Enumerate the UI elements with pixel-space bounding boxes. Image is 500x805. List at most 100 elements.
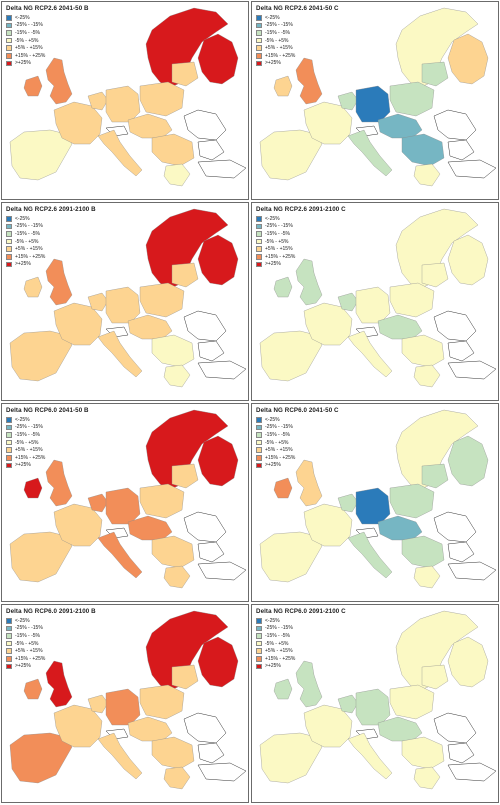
legend-label: -25% - -15% bbox=[265, 223, 293, 230]
legend-swatch bbox=[256, 648, 262, 654]
region-balkans bbox=[401, 334, 445, 368]
legend-label: +5% - +15% bbox=[15, 648, 43, 655]
non-data-country bbox=[197, 139, 225, 161]
legend-item: +15% - +25% bbox=[6, 454, 45, 462]
legend-label: -5% - +5% bbox=[15, 37, 39, 44]
legend-swatch bbox=[6, 447, 12, 453]
legend-swatch bbox=[256, 231, 262, 237]
legend-item: -5% - +5% bbox=[256, 238, 295, 246]
region-balkans bbox=[401, 133, 445, 167]
legend-item: +5% - +15% bbox=[256, 245, 295, 253]
legend-label: -25% - -15% bbox=[15, 625, 43, 632]
region-finland bbox=[447, 33, 489, 85]
legend: <-25% -25% - -15% -15% - -5% -5% - +5% +5% -… bbox=[256, 416, 295, 469]
legend-swatch bbox=[6, 223, 12, 230]
region-ireland bbox=[273, 678, 293, 700]
region-baltics bbox=[421, 463, 449, 489]
legend-label: <-25% bbox=[15, 617, 30, 624]
region-balkans bbox=[401, 535, 445, 569]
legend-label: -5% - +5% bbox=[265, 238, 289, 245]
region-france bbox=[53, 302, 103, 346]
europe-map bbox=[9, 208, 247, 388]
legend-label: +15% - +25% bbox=[15, 253, 46, 260]
legend-swatch bbox=[6, 432, 12, 438]
region-iberia bbox=[9, 732, 73, 784]
legend-item: -25% - -15% bbox=[6, 223, 45, 231]
region-baltics bbox=[421, 262, 449, 288]
region-baltics bbox=[171, 664, 199, 690]
non-data-country bbox=[447, 340, 475, 362]
legend-label: +15% - +25% bbox=[265, 52, 296, 59]
non-data-country bbox=[197, 742, 225, 764]
panel-title: Delta NG RCP6.0 2041-50 B bbox=[6, 407, 89, 414]
legend-item: >+25% bbox=[6, 60, 45, 68]
legend-label: <-25% bbox=[15, 14, 30, 21]
non-data-country bbox=[447, 360, 497, 380]
region-italy bbox=[97, 732, 143, 780]
legend-swatch bbox=[6, 417, 12, 423]
non-data-country bbox=[183, 109, 227, 141]
region-baltics bbox=[171, 262, 199, 288]
legend-item: >+25% bbox=[256, 663, 295, 671]
region-greece bbox=[413, 565, 441, 589]
region-greece bbox=[413, 163, 441, 187]
region-italy bbox=[97, 531, 143, 579]
region-germany bbox=[105, 487, 141, 525]
legend-label: +5% - +15% bbox=[15, 45, 43, 52]
legend-label: <-25% bbox=[265, 14, 280, 21]
map-panel: Delta NG RCP6.0 2091-2100 C <-25% -25% - … bbox=[251, 604, 499, 803]
legend-label: +15% - +25% bbox=[265, 253, 296, 260]
region-poland bbox=[389, 483, 435, 519]
legend-item: <-25% bbox=[256, 617, 295, 625]
non-data-country bbox=[183, 511, 227, 543]
legend-item: +5% - +15% bbox=[6, 44, 45, 52]
legend-label: -25% - -15% bbox=[15, 223, 43, 230]
region-germany bbox=[105, 85, 141, 123]
panel-title: Delta NG RCP2.6 2041-50 B bbox=[6, 5, 89, 12]
legend-item: +15% - +25% bbox=[256, 454, 295, 462]
legend-swatch bbox=[256, 618, 262, 624]
legend-swatch bbox=[256, 261, 262, 268]
legend-swatch bbox=[6, 45, 12, 51]
legend-label: <-25% bbox=[265, 617, 280, 624]
legend-swatch bbox=[256, 246, 262, 252]
region-finland bbox=[197, 234, 239, 286]
region-poland bbox=[389, 81, 435, 117]
legend-swatch bbox=[6, 238, 12, 245]
legend-label: >+25% bbox=[265, 663, 281, 670]
non-data-country bbox=[197, 541, 225, 563]
non-data-country bbox=[197, 762, 247, 782]
region-benelux bbox=[337, 694, 359, 714]
legend-item: -5% - +5% bbox=[6, 439, 45, 447]
legend-label: -15% - -5% bbox=[15, 431, 41, 438]
region-france bbox=[303, 503, 353, 547]
region-uk bbox=[295, 258, 323, 306]
region-iberia bbox=[259, 531, 323, 583]
region-germany bbox=[355, 85, 391, 123]
legend-item: -25% - -15% bbox=[256, 424, 295, 432]
non-data-country bbox=[183, 712, 227, 744]
legend-item: -15% - -5% bbox=[6, 632, 45, 640]
legend-swatch bbox=[6, 625, 12, 632]
legend-item: >+25% bbox=[6, 261, 45, 269]
legend: <-25% -25% - -15% -15% - -5% -5% - +5% +5% -… bbox=[256, 215, 295, 268]
region-ireland bbox=[23, 75, 43, 97]
region-baltics bbox=[171, 463, 199, 489]
non-data-country bbox=[197, 159, 247, 179]
region-italy bbox=[347, 129, 393, 177]
legend-item: <-25% bbox=[256, 215, 295, 223]
legend-swatch bbox=[256, 53, 262, 59]
non-data-country bbox=[433, 712, 477, 744]
legend-label: <-25% bbox=[265, 215, 280, 222]
legend-label: +15% - +25% bbox=[265, 454, 296, 461]
non-data-country bbox=[447, 561, 497, 581]
legend-item: +5% - +15% bbox=[256, 647, 295, 655]
region-greece bbox=[413, 766, 441, 790]
legend-swatch bbox=[6, 462, 12, 469]
non-data-country bbox=[433, 109, 477, 141]
legend-swatch bbox=[6, 663, 12, 670]
legend-swatch bbox=[256, 22, 262, 29]
legend-swatch bbox=[6, 455, 12, 461]
legend-swatch bbox=[256, 424, 262, 431]
